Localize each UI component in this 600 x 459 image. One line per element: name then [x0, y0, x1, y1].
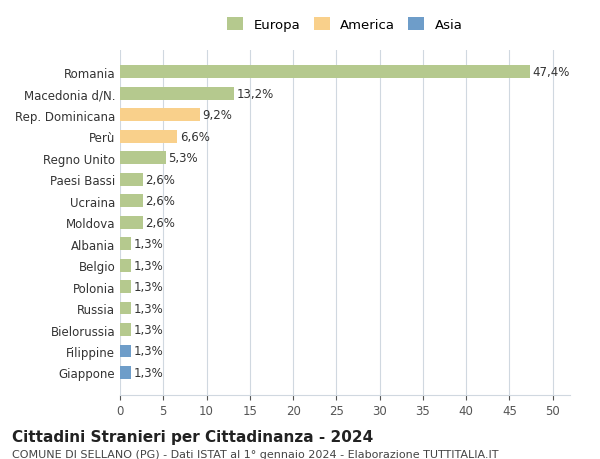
Text: 1,3%: 1,3%: [134, 345, 164, 358]
Bar: [120, 174, 143, 186]
Text: 5,3%: 5,3%: [169, 152, 198, 165]
Bar: [120, 195, 143, 207]
Bar: [120, 323, 131, 336]
Bar: [120, 88, 234, 101]
Text: 6,6%: 6,6%: [180, 130, 209, 143]
Bar: [120, 302, 131, 315]
Text: 1,3%: 1,3%: [134, 302, 164, 315]
Bar: [120, 66, 530, 79]
Bar: [120, 109, 200, 122]
Bar: [120, 152, 166, 165]
Text: 47,4%: 47,4%: [533, 66, 570, 79]
Bar: [120, 216, 143, 229]
Text: 2,6%: 2,6%: [145, 195, 175, 207]
Bar: [120, 259, 131, 272]
Text: 13,2%: 13,2%: [237, 88, 274, 101]
Text: 1,3%: 1,3%: [134, 366, 164, 379]
Bar: [120, 238, 131, 251]
Bar: [120, 280, 131, 293]
Text: COMUNE DI SELLANO (PG) - Dati ISTAT al 1° gennaio 2024 - Elaborazione TUTTITALIA: COMUNE DI SELLANO (PG) - Dati ISTAT al 1…: [12, 449, 499, 459]
Text: 1,3%: 1,3%: [134, 238, 164, 251]
Text: 9,2%: 9,2%: [202, 109, 232, 122]
Text: Cittadini Stranieri per Cittadinanza - 2024: Cittadini Stranieri per Cittadinanza - 2…: [12, 429, 373, 444]
Text: 1,3%: 1,3%: [134, 259, 164, 272]
Bar: [120, 345, 131, 358]
Bar: [120, 130, 177, 143]
Bar: [120, 366, 131, 379]
Text: 1,3%: 1,3%: [134, 280, 164, 293]
Text: 1,3%: 1,3%: [134, 323, 164, 336]
Text: 2,6%: 2,6%: [145, 216, 175, 229]
Text: 2,6%: 2,6%: [145, 173, 175, 186]
Legend: Europa, America, Asia: Europa, America, Asia: [222, 12, 468, 37]
